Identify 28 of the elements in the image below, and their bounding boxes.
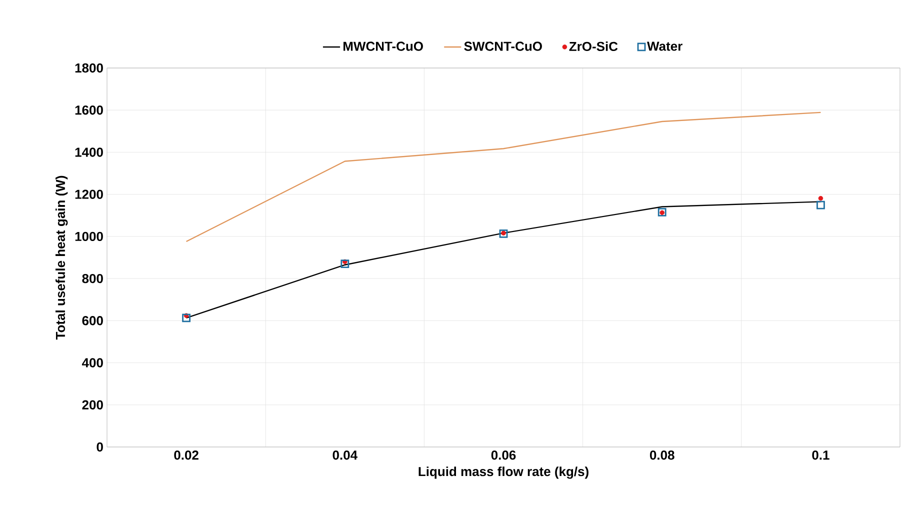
- y-tick-label: 800: [82, 274, 103, 284]
- legend-label: SWCNT-CuO: [464, 42, 542, 51]
- y-axis-title: Total usefule heat gain (W): [56, 176, 68, 340]
- y-tick-label: 200: [82, 400, 103, 410]
- point: [501, 230, 506, 236]
- point: [818, 196, 824, 201]
- point: [182, 314, 191, 322]
- y-tick-label: 1800: [75, 63, 103, 73]
- x-tick-label: 0.08: [650, 450, 674, 460]
- y-tick-label: 1600: [75, 106, 103, 115]
- y-tick-label: 1400: [75, 148, 103, 157]
- x-axis-title: Liquid mass flow rate (kg/s): [418, 466, 588, 479]
- legend-label: ZrO-SiC: [569, 42, 618, 52]
- y-tick-label: 0: [96, 442, 103, 452]
- x-tick-label: 0.02: [174, 450, 198, 460]
- point: [499, 230, 508, 238]
- point: [340, 260, 350, 268]
- y-tick-label: 400: [82, 358, 103, 368]
- legend-label: MWCNT-CuO: [344, 42, 423, 51]
- x-tick-label: 0.06: [491, 450, 516, 460]
- y-tick-label: 600: [82, 316, 103, 326]
- point: [816, 200, 825, 210]
- line-series: [186, 112, 822, 242]
- y-tick-label: 1200: [75, 190, 103, 199]
- x-tick-label: 0.04: [332, 450, 358, 460]
- x-tick-label: 0.1: [812, 450, 830, 460]
- legend-label: Water: [647, 42, 682, 51]
- y-tick-label: 1000: [75, 232, 103, 242]
